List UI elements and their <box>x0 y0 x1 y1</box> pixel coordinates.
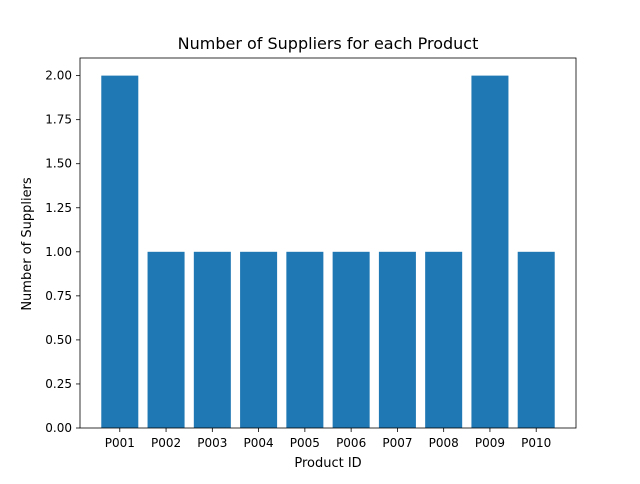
bar-p004 <box>240 251 278 428</box>
y-tick-label: 0.75 <box>45 289 72 303</box>
plot-frame <box>79 57 577 429</box>
bar-p008 <box>425 251 463 428</box>
y-tick-label: 1.00 <box>45 245 72 259</box>
x-tick-label: P010 <box>521 436 551 450</box>
bar-p010 <box>517 251 555 428</box>
y-tick-label: 0.25 <box>45 377 72 391</box>
x-tick-label: P005 <box>290 436 320 450</box>
bar-series <box>101 75 555 428</box>
x-tick-label: P003 <box>197 436 227 450</box>
x-tick-label: P002 <box>151 436 181 450</box>
x-tick-label: P001 <box>105 436 135 450</box>
chart-title: Number of Suppliers for each Product <box>178 34 479 53</box>
bar-p003 <box>193 251 231 428</box>
y-tick-label: 0.50 <box>45 333 72 347</box>
bar-p005 <box>286 251 324 428</box>
y-tick-label: 1.25 <box>45 201 72 215</box>
bar-p009 <box>471 75 509 428</box>
x-axis-label: Product ID <box>294 456 361 471</box>
x-tick-label: P006 <box>336 436 366 450</box>
y-tick-label: 2.00 <box>45 69 72 83</box>
x-tick-label: P004 <box>244 436 274 450</box>
bar-p007 <box>378 251 416 428</box>
x-tick-label: P007 <box>382 436 412 450</box>
bar-p002 <box>147 251 185 428</box>
x-axis-ticks: P001 P002 P003 P004 P005 P006 P007 P008 P009 P010 <box>105 428 551 450</box>
y-axis-label: Number of Suppliers <box>20 177 35 311</box>
y-tick-label: 0.00 <box>45 421 72 435</box>
x-tick-label: P008 <box>429 436 459 450</box>
bar-p001 <box>101 75 139 428</box>
x-tick-label: P009 <box>475 436 505 450</box>
y-tick-label: 1.50 <box>45 157 72 171</box>
y-axis-ticks: 0.00 0.25 0.50 0.75 1.00 1.25 1.50 1.75 2.00 <box>45 69 80 435</box>
bar-p006 <box>332 251 370 428</box>
y-tick-label: 1.75 <box>45 113 72 127</box>
